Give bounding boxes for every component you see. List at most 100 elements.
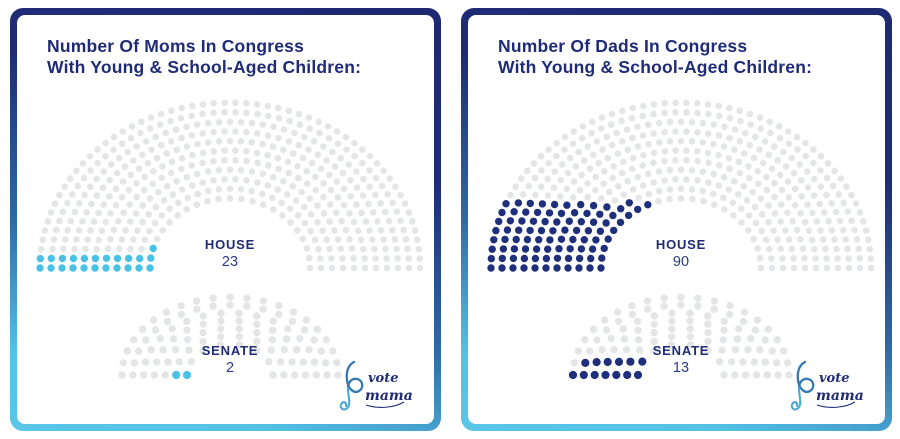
seat-dot [264,102,271,110]
seat-dot [268,336,276,344]
seat-dot [237,118,245,126]
seat-dot [835,191,842,198]
seat-dot [305,254,313,262]
seat-dot [151,219,159,227]
seat-dot [750,358,758,366]
seat-dot [199,337,207,346]
seat-dot [726,114,734,122]
seat-dot-highlighted [579,370,588,380]
seat-dot [118,236,126,243]
seat-dot [561,133,569,141]
seat-dot [193,121,201,128]
seat-dot [589,151,597,159]
seat-dot [823,255,830,262]
seat-dot [301,371,310,379]
seat-dot [328,255,335,262]
seat-dot [248,187,256,195]
seat-dot [771,210,779,217]
seat-dot [725,310,734,319]
dads-parliament-chart [487,99,875,380]
seat-dot [564,169,572,177]
seat-dot [704,328,712,337]
seat-dot [353,201,360,208]
seat-dot [226,166,234,173]
seat-dot [177,302,185,310]
seat-dot [248,139,256,146]
seat-dot-highlighted [490,236,498,244]
seat-dot [761,336,769,344]
seat-dot [842,236,850,243]
seat-dot [60,245,67,253]
seat-dot [329,148,336,156]
seat-dot [372,264,380,272]
seat-dot [507,191,514,199]
seat-dot [771,143,778,150]
seat-dot [742,129,749,137]
seat-dot [265,357,273,366]
seat-dot-highlighted [542,264,550,272]
seat-dot [174,212,181,219]
seat-dot [155,188,162,196]
seat-dot [747,121,755,128]
seat-dot-highlighted [172,370,181,380]
seat-dot [82,245,89,253]
seat-dot [666,186,674,193]
seat-dot [107,236,114,243]
seat-dot [280,371,288,379]
seat-dot-highlighted [625,199,633,207]
seat-dot [301,133,308,141]
seat-dot [752,219,760,227]
seat-dot [704,149,712,157]
mother-child-swirl-icon [339,360,364,411]
seat-dot-highlighted [520,254,529,263]
seat-dot [221,109,228,116]
seat-dot-highlighted [503,226,512,234]
seat-dot [715,182,723,189]
seat-dot [746,174,753,182]
seat-dot [731,346,740,354]
seat-dot [354,227,362,235]
seat-dot [655,139,663,146]
logo-word-mama: mama [816,388,864,404]
seat-dot [347,176,354,184]
seat-dot [570,128,578,135]
seat-dot [629,154,637,162]
seat-dot [557,193,564,200]
seat-dot [326,171,333,179]
seat-dot [683,176,690,183]
seat-dot [808,236,816,244]
moms-title-line1: Number Of Moms In Congress [47,36,305,56]
seat-dot [710,297,719,305]
seat-dot [287,219,294,226]
seat-dot [778,201,785,208]
seat-dot [130,336,138,344]
seat-dot [383,264,391,272]
seat-dot-highlighted [596,210,604,218]
seat-dot [44,218,51,225]
seat-dot [700,197,707,205]
seat-dot [177,114,185,122]
seat-dot [824,160,832,167]
seat-dot-highlighted [520,264,528,272]
dads-title-line2: With Young & School-Aged Children: [498,57,813,77]
seat-dot [199,328,207,337]
seat-dot [578,134,586,142]
seat-dot [694,148,701,155]
seat-dot [319,227,326,234]
seat-dot [716,162,723,169]
seat-dot [90,218,98,225]
seat-dot [210,157,217,165]
seat-dot [232,147,239,154]
seat-dot-highlighted [575,254,584,263]
seat-dot [731,178,738,185]
seat-dot [166,205,173,212]
seat-dot [752,133,759,141]
seat-dot [694,302,702,310]
seat-dot [193,305,201,313]
seat-dot-highlighted [58,264,66,272]
seat-dot [188,112,195,120]
seat-dot-highlighted [545,209,554,217]
seat-dot [123,347,131,355]
seat-dot-highlighted [544,245,552,253]
dads-card-inner: Number Of Dads In Congress With Young & … [468,15,885,424]
